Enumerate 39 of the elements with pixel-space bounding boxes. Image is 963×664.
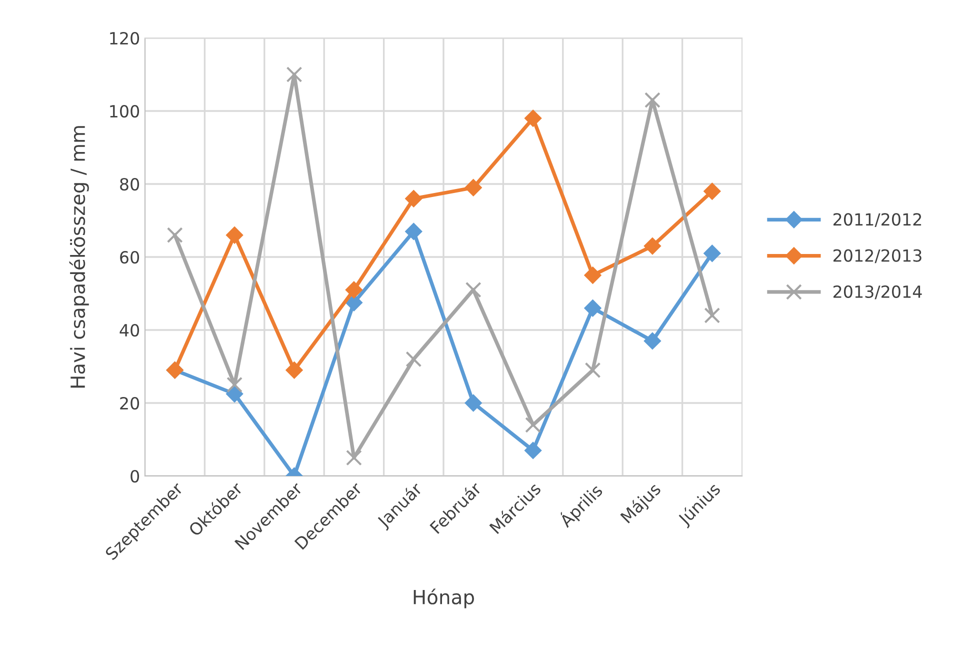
point [286,66,302,82]
point [524,442,542,459]
point [704,244,721,262]
point [226,385,244,402]
legend-label: 2012/2013 [833,249,922,264]
point [286,362,303,379]
point [345,281,362,298]
point [464,394,482,412]
point [584,266,602,284]
point [644,92,660,108]
y-axis-title: Havi csapadékösszeg / mm [69,126,89,388]
point [584,362,601,378]
x-axis-title: Hónap [414,588,474,608]
point [464,179,482,196]
point [644,332,661,350]
point [405,190,422,208]
point [525,416,542,433]
point [405,222,422,240]
point [226,376,243,393]
point [704,182,721,200]
y-tick-label: 0 [130,470,140,483]
point [644,238,661,255]
legend-label: 2011/2012 [833,213,922,228]
point [524,110,542,127]
point [346,450,362,466]
y-tick-label: 40 [120,324,140,337]
y-tick-label: 80 [120,178,140,191]
point [465,282,482,298]
point [345,294,362,312]
legend-label: 2013/2014 [833,285,922,300]
y-tick-label: 100 [110,104,140,118]
y-tick-label: 120 [110,32,140,45]
point [406,351,422,368]
y-tick-label: 20 [120,396,140,410]
point [226,226,244,244]
point [584,300,602,317]
point [704,307,720,324]
y-tick-label: 60 [120,250,140,264]
point [166,227,183,244]
